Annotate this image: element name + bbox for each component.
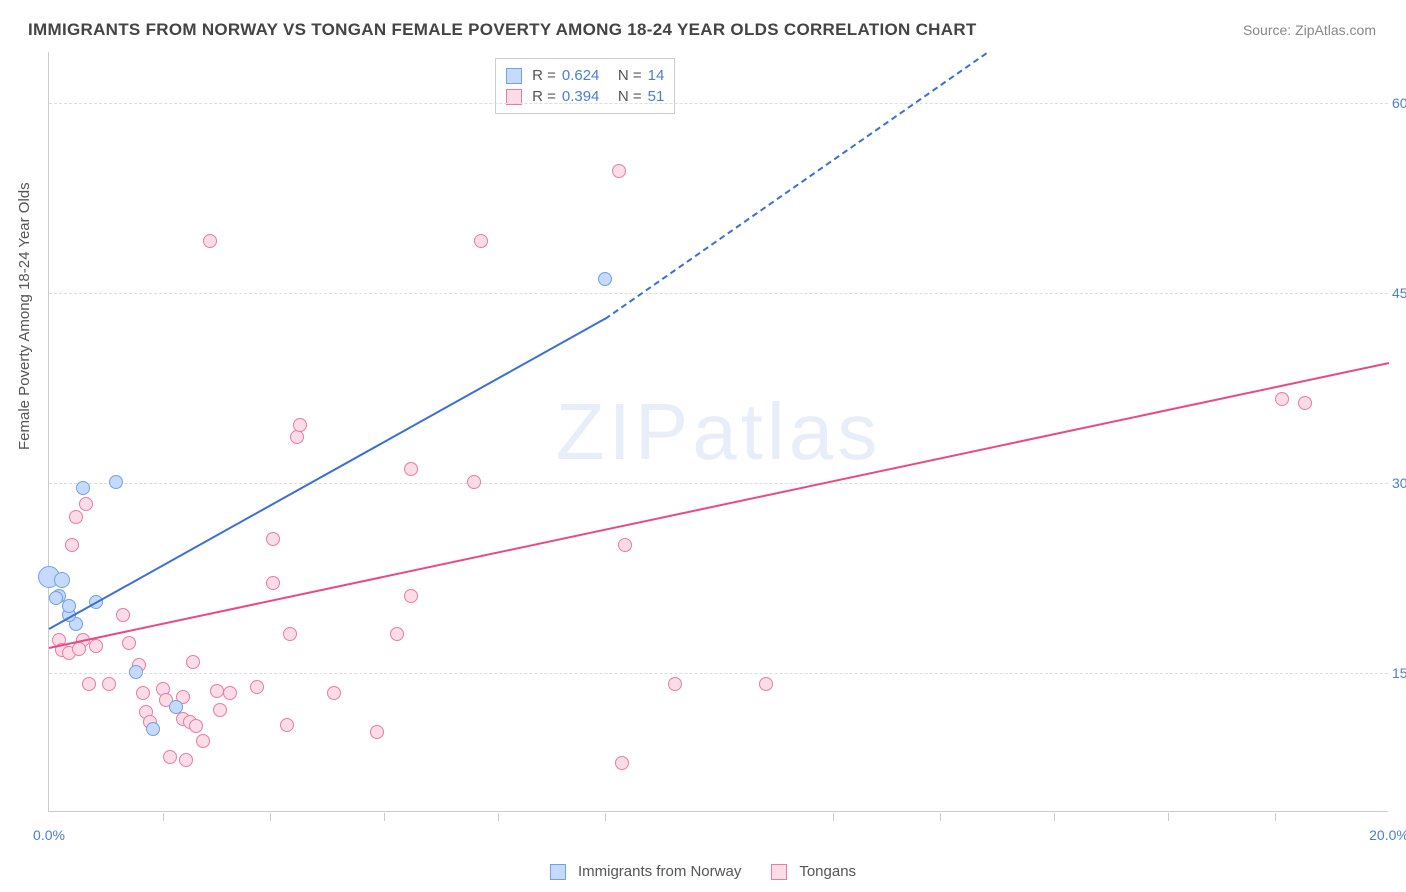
legend-label: Tongans [799, 863, 856, 880]
watermark: ZIPatlas [556, 386, 881, 478]
data-point [89, 639, 103, 653]
data-point [280, 718, 294, 732]
data-point [49, 591, 63, 605]
data-point [102, 677, 116, 691]
x-tick [605, 813, 606, 821]
gridline [49, 293, 1388, 294]
data-point [146, 722, 160, 736]
data-point [668, 677, 682, 691]
data-point [129, 665, 143, 679]
y-tick-label: 30.0% [1392, 475, 1406, 491]
x-tick [833, 813, 834, 821]
x-tick-label: 20.0% [1369, 827, 1406, 843]
data-point [467, 475, 481, 489]
correlation-legend: R = 0.624 N = 14R = 0.394 N = 51 [495, 58, 675, 114]
data-point [266, 532, 280, 546]
data-point [598, 272, 612, 286]
legend-item: Immigrants from Norway [550, 863, 741, 880]
data-point [163, 750, 177, 764]
x-tick [940, 813, 941, 821]
chart-title: IMMIGRANTS FROM NORWAY VS TONGAN FEMALE … [28, 20, 977, 40]
trend-line [49, 362, 1389, 649]
y-axis-label: Female Poverty Among 18-24 Year Olds [16, 182, 33, 450]
data-point [293, 418, 307, 432]
y-tick-label: 60.0% [1392, 95, 1406, 111]
data-point [109, 475, 123, 489]
data-point [612, 164, 626, 178]
gridline [49, 483, 1388, 484]
x-tick [1275, 813, 1276, 821]
x-tick [498, 813, 499, 821]
data-point [65, 538, 79, 552]
data-point [283, 627, 297, 641]
legend-label: Immigrants from Norway [578, 863, 741, 880]
data-point [196, 734, 210, 748]
data-point [213, 703, 227, 717]
x-tick [270, 813, 271, 821]
x-tick [384, 813, 385, 821]
data-point [266, 576, 280, 590]
data-point [290, 430, 304, 444]
data-point [116, 608, 130, 622]
legend-stat-row: R = 0.394 N = 51 [506, 86, 664, 107]
data-point [390, 627, 404, 641]
gridline [49, 103, 1388, 104]
series-legend: Immigrants from Norway Tongans [550, 863, 856, 880]
data-point [210, 684, 224, 698]
legend-item: Tongans [771, 863, 856, 880]
x-tick [163, 813, 164, 821]
data-point [327, 686, 341, 700]
legend-swatch [771, 864, 787, 880]
data-point [615, 756, 629, 770]
data-point [169, 700, 183, 714]
data-point [223, 686, 237, 700]
data-point [79, 497, 93, 511]
data-point [136, 686, 150, 700]
data-point [122, 636, 136, 650]
data-point [1275, 392, 1289, 406]
legend-stat-row: R = 0.624 N = 14 [506, 65, 664, 86]
data-point [82, 677, 96, 691]
y-tick-label: 15.0% [1392, 665, 1406, 681]
x-tick [1168, 813, 1169, 821]
trend-line [49, 318, 606, 630]
data-point [404, 589, 418, 603]
data-point [759, 677, 773, 691]
data-point [189, 719, 203, 733]
data-point [72, 642, 86, 656]
data-point [62, 599, 76, 613]
legend-swatch [550, 864, 566, 880]
data-point [203, 234, 217, 248]
source-attribution: Source: ZipAtlas.com [1243, 22, 1376, 38]
data-point [179, 753, 193, 767]
data-point [618, 538, 632, 552]
scatter-chart: ZIPatlas R = 0.624 N = 14R = 0.394 N = 5… [48, 52, 1388, 812]
data-point [404, 462, 418, 476]
data-point [186, 655, 200, 669]
data-point [250, 680, 264, 694]
legend-swatch [506, 68, 522, 84]
data-point [54, 572, 70, 588]
data-point [370, 725, 384, 739]
data-point [1298, 396, 1312, 410]
x-tick-label: 0.0% [33, 827, 65, 843]
x-tick [1054, 813, 1055, 821]
gridline [49, 673, 1388, 674]
y-tick-label: 45.0% [1392, 285, 1406, 301]
data-point [474, 234, 488, 248]
data-point [69, 510, 83, 524]
data-point [76, 481, 90, 495]
